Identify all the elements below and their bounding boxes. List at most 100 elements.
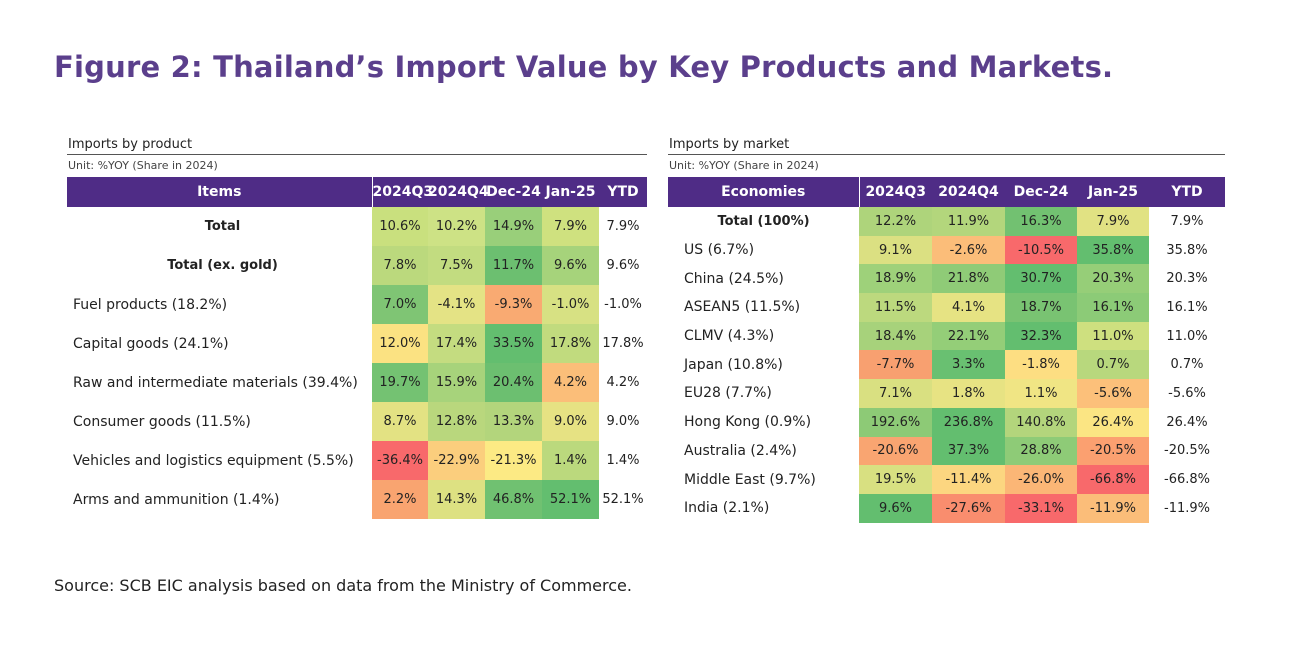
product-ytd-cell: 9.6% bbox=[599, 246, 647, 285]
product-column-header: 2024Q3 bbox=[371, 177, 433, 207]
market-heat-cell: 16.1% bbox=[1077, 293, 1149, 322]
product-heat-cell: 4.2% bbox=[542, 363, 599, 402]
market-heat-cell: -1.8% bbox=[1005, 350, 1077, 380]
market-heat-cell: 1.1% bbox=[1005, 379, 1077, 408]
market-heat-cell: 7.9% bbox=[1077, 207, 1149, 236]
product-row-label: Total (ex. gold) bbox=[167, 258, 278, 273]
market-heat-cell: -11.4% bbox=[932, 465, 1005, 494]
product-table-row: Capital goods (24.1%) 12.0% 17.4% 33.5% 17.8… bbox=[67, 324, 647, 363]
market-row-label: Japan (10.8%) bbox=[684, 356, 783, 373]
product-column-header: 2024Q4 bbox=[428, 177, 489, 207]
product-ytd-cell: 4.2% bbox=[599, 363, 647, 402]
product-table-row: Total (ex. gold) 7.8% 7.5% 11.7% 9.6% 9.6% bbox=[67, 246, 647, 285]
market-heat-cell: 20.3% bbox=[1077, 264, 1149, 294]
product-heat-cell: 9.6% bbox=[542, 246, 599, 285]
market-heat-cell: 4.1% bbox=[932, 293, 1005, 322]
market-heat-cell: 21.8% bbox=[932, 264, 1005, 294]
product-table-row: Total 10.6% 10.2% 14.9% 7.9% 7.9% bbox=[67, 207, 647, 246]
market-heat-cell: 37.3% bbox=[932, 436, 1005, 466]
product-ytd-cell: 9.0% bbox=[599, 402, 647, 441]
market-heat-cell: 3.3% bbox=[932, 350, 1005, 380]
market-heat-cell: 236.8% bbox=[932, 407, 1005, 437]
market-heat-cell: 12.2% bbox=[859, 207, 932, 236]
market-heat-cell: 1.8% bbox=[932, 379, 1005, 408]
market-row-label: ASEAN5 (11.5%) bbox=[684, 299, 801, 316]
product-heat-cell: -21.3% bbox=[485, 441, 542, 480]
market-table-row: EU28 (7.7%) 7.1% 1.8% 1.1% -5.6% -5.6% bbox=[668, 379, 1225, 408]
market-ytd-cell: 11.0% bbox=[1149, 321, 1225, 351]
product-heat-cell: 20.4% bbox=[485, 363, 542, 402]
product-heat-cell: 13.3% bbox=[485, 402, 542, 441]
product-ytd-cell: 52.1% bbox=[599, 480, 647, 519]
market-column-header: 2024Q4 bbox=[932, 177, 1005, 207]
product-panel-title: Imports by product bbox=[68, 137, 193, 152]
market-divider bbox=[668, 154, 1225, 155]
market-table-row: Hong Kong (0.9%) 192.6% 236.8% 140.8% 26.4% 2… bbox=[668, 407, 1225, 437]
market-table-row: India (2.1%) 9.6% -27.6% -33.1% -11.9% -11.9% bbox=[668, 493, 1225, 523]
product-heat-cell: 52.1% bbox=[542, 480, 599, 519]
product-row-label: Raw and intermediate materials (39.4%) bbox=[73, 374, 358, 391]
market-heat-cell: -11.9% bbox=[1077, 493, 1149, 523]
product-ytd-cell: 17.8% bbox=[599, 324, 647, 363]
market-heat-cell: 11.9% bbox=[932, 207, 1005, 236]
market-heat-cell: 0.7% bbox=[1077, 350, 1149, 380]
market-row-label: Middle East (9.7%) bbox=[684, 471, 816, 488]
market-panel-title: Imports by market bbox=[669, 137, 790, 152]
market-table-row: China (24.5%) 18.9% 21.8% 30.7% 20.3% 20.3% bbox=[668, 264, 1225, 294]
market-heat-cell: 18.9% bbox=[859, 264, 932, 294]
market-heat-cell: 140.8% bbox=[1005, 407, 1077, 437]
figure-title: Figure 2: Thailand’s Import Value by Key… bbox=[54, 50, 1114, 84]
market-heat-cell: 16.3% bbox=[1005, 207, 1077, 236]
product-heat-cell: 12.8% bbox=[428, 402, 485, 441]
market-row-label: China (24.5%) bbox=[684, 270, 784, 287]
market-table-row: Japan (10.8%) -7.7% 3.3% -1.8% 0.7% 0.7% bbox=[668, 350, 1225, 380]
market-table-row: Middle East (9.7%) 19.5% -11.4% -26.0% -66.8… bbox=[668, 465, 1225, 494]
market-heat-cell: 192.6% bbox=[859, 407, 932, 437]
market-heat-cell: 18.7% bbox=[1005, 293, 1077, 322]
product-table-row: Raw and intermediate materials (39.4%) 19… bbox=[67, 363, 647, 402]
market-heat-cell: 18.4% bbox=[859, 321, 932, 351]
product-heat-cell: 17.4% bbox=[428, 324, 485, 363]
product-heat-cell: 1.4% bbox=[542, 441, 599, 480]
product-row-label: Vehicles and logistics equipment (5.5%) bbox=[73, 452, 354, 469]
product-column-header: Jan-25 bbox=[542, 177, 599, 207]
product-heat-cell: 14.9% bbox=[485, 207, 542, 246]
market-table-row: ASEAN5 (11.5%) 11.5% 4.1% 18.7% 16.1% 16.1% bbox=[668, 293, 1225, 322]
product-heat-cell: 7.8% bbox=[372, 246, 428, 285]
market-ytd-cell: 16.1% bbox=[1149, 293, 1225, 322]
market-heat-cell: -27.6% bbox=[932, 493, 1005, 523]
product-heat-cell: 46.8% bbox=[485, 480, 542, 519]
product-heat-cell: 17.8% bbox=[542, 324, 599, 363]
product-panel: Imports by product Unit: %YOY (Share in … bbox=[67, 132, 647, 519]
product-heat-cell: 7.0% bbox=[372, 285, 428, 324]
product-heat-cell: -22.9% bbox=[428, 441, 485, 480]
market-column-header: Dec-24 bbox=[1005, 177, 1077, 207]
product-ytd-cell: 7.9% bbox=[599, 207, 647, 246]
market-heat-cell: 7.1% bbox=[859, 379, 932, 408]
product-heat-cell: -1.0% bbox=[542, 285, 599, 324]
market-table-row: Total (100%) 12.2% 11.9% 16.3% 7.9% 7.9% bbox=[668, 207, 1225, 236]
market-heat-cell: -10.5% bbox=[1005, 235, 1077, 265]
market-ytd-cell: -11.9% bbox=[1149, 493, 1225, 523]
market-ytd-cell: 7.9% bbox=[1149, 207, 1225, 236]
market-heat-cell: 30.7% bbox=[1005, 264, 1077, 294]
market-heat-cell: -5.6% bbox=[1077, 379, 1149, 408]
product-heat-cell: 19.7% bbox=[372, 363, 428, 402]
market-ytd-cell: 26.4% bbox=[1149, 407, 1225, 437]
market-heat-cell: 11.5% bbox=[859, 293, 932, 322]
product-heat-cell: -9.3% bbox=[485, 285, 542, 324]
market-unit-note: Unit: %YOY (Share in 2024) bbox=[669, 159, 819, 172]
product-heat-cell: 8.7% bbox=[372, 402, 428, 441]
product-column-header: Dec-24 bbox=[485, 177, 542, 207]
market-ytd-cell: 35.8% bbox=[1149, 235, 1225, 265]
product-heat-cell: 12.0% bbox=[372, 324, 428, 363]
product-heat-cell: 7.9% bbox=[542, 207, 599, 246]
product-heat-cell: 14.3% bbox=[428, 480, 485, 519]
market-row-label: Total (100%) bbox=[717, 213, 810, 229]
market-column-header: 2024Q3 bbox=[858, 177, 932, 207]
market-table: Economies 2024Q3 2024Q4 Dec-24 Jan-25 YTD Tot… bbox=[668, 177, 1225, 523]
source-note: Source: SCB EIC analysis based on data f… bbox=[54, 576, 632, 595]
market-row-label: CLMV (4.3%) bbox=[684, 328, 775, 345]
product-heat-cell: 33.5% bbox=[485, 324, 542, 363]
market-ytd-cell: -20.5% bbox=[1149, 436, 1225, 466]
